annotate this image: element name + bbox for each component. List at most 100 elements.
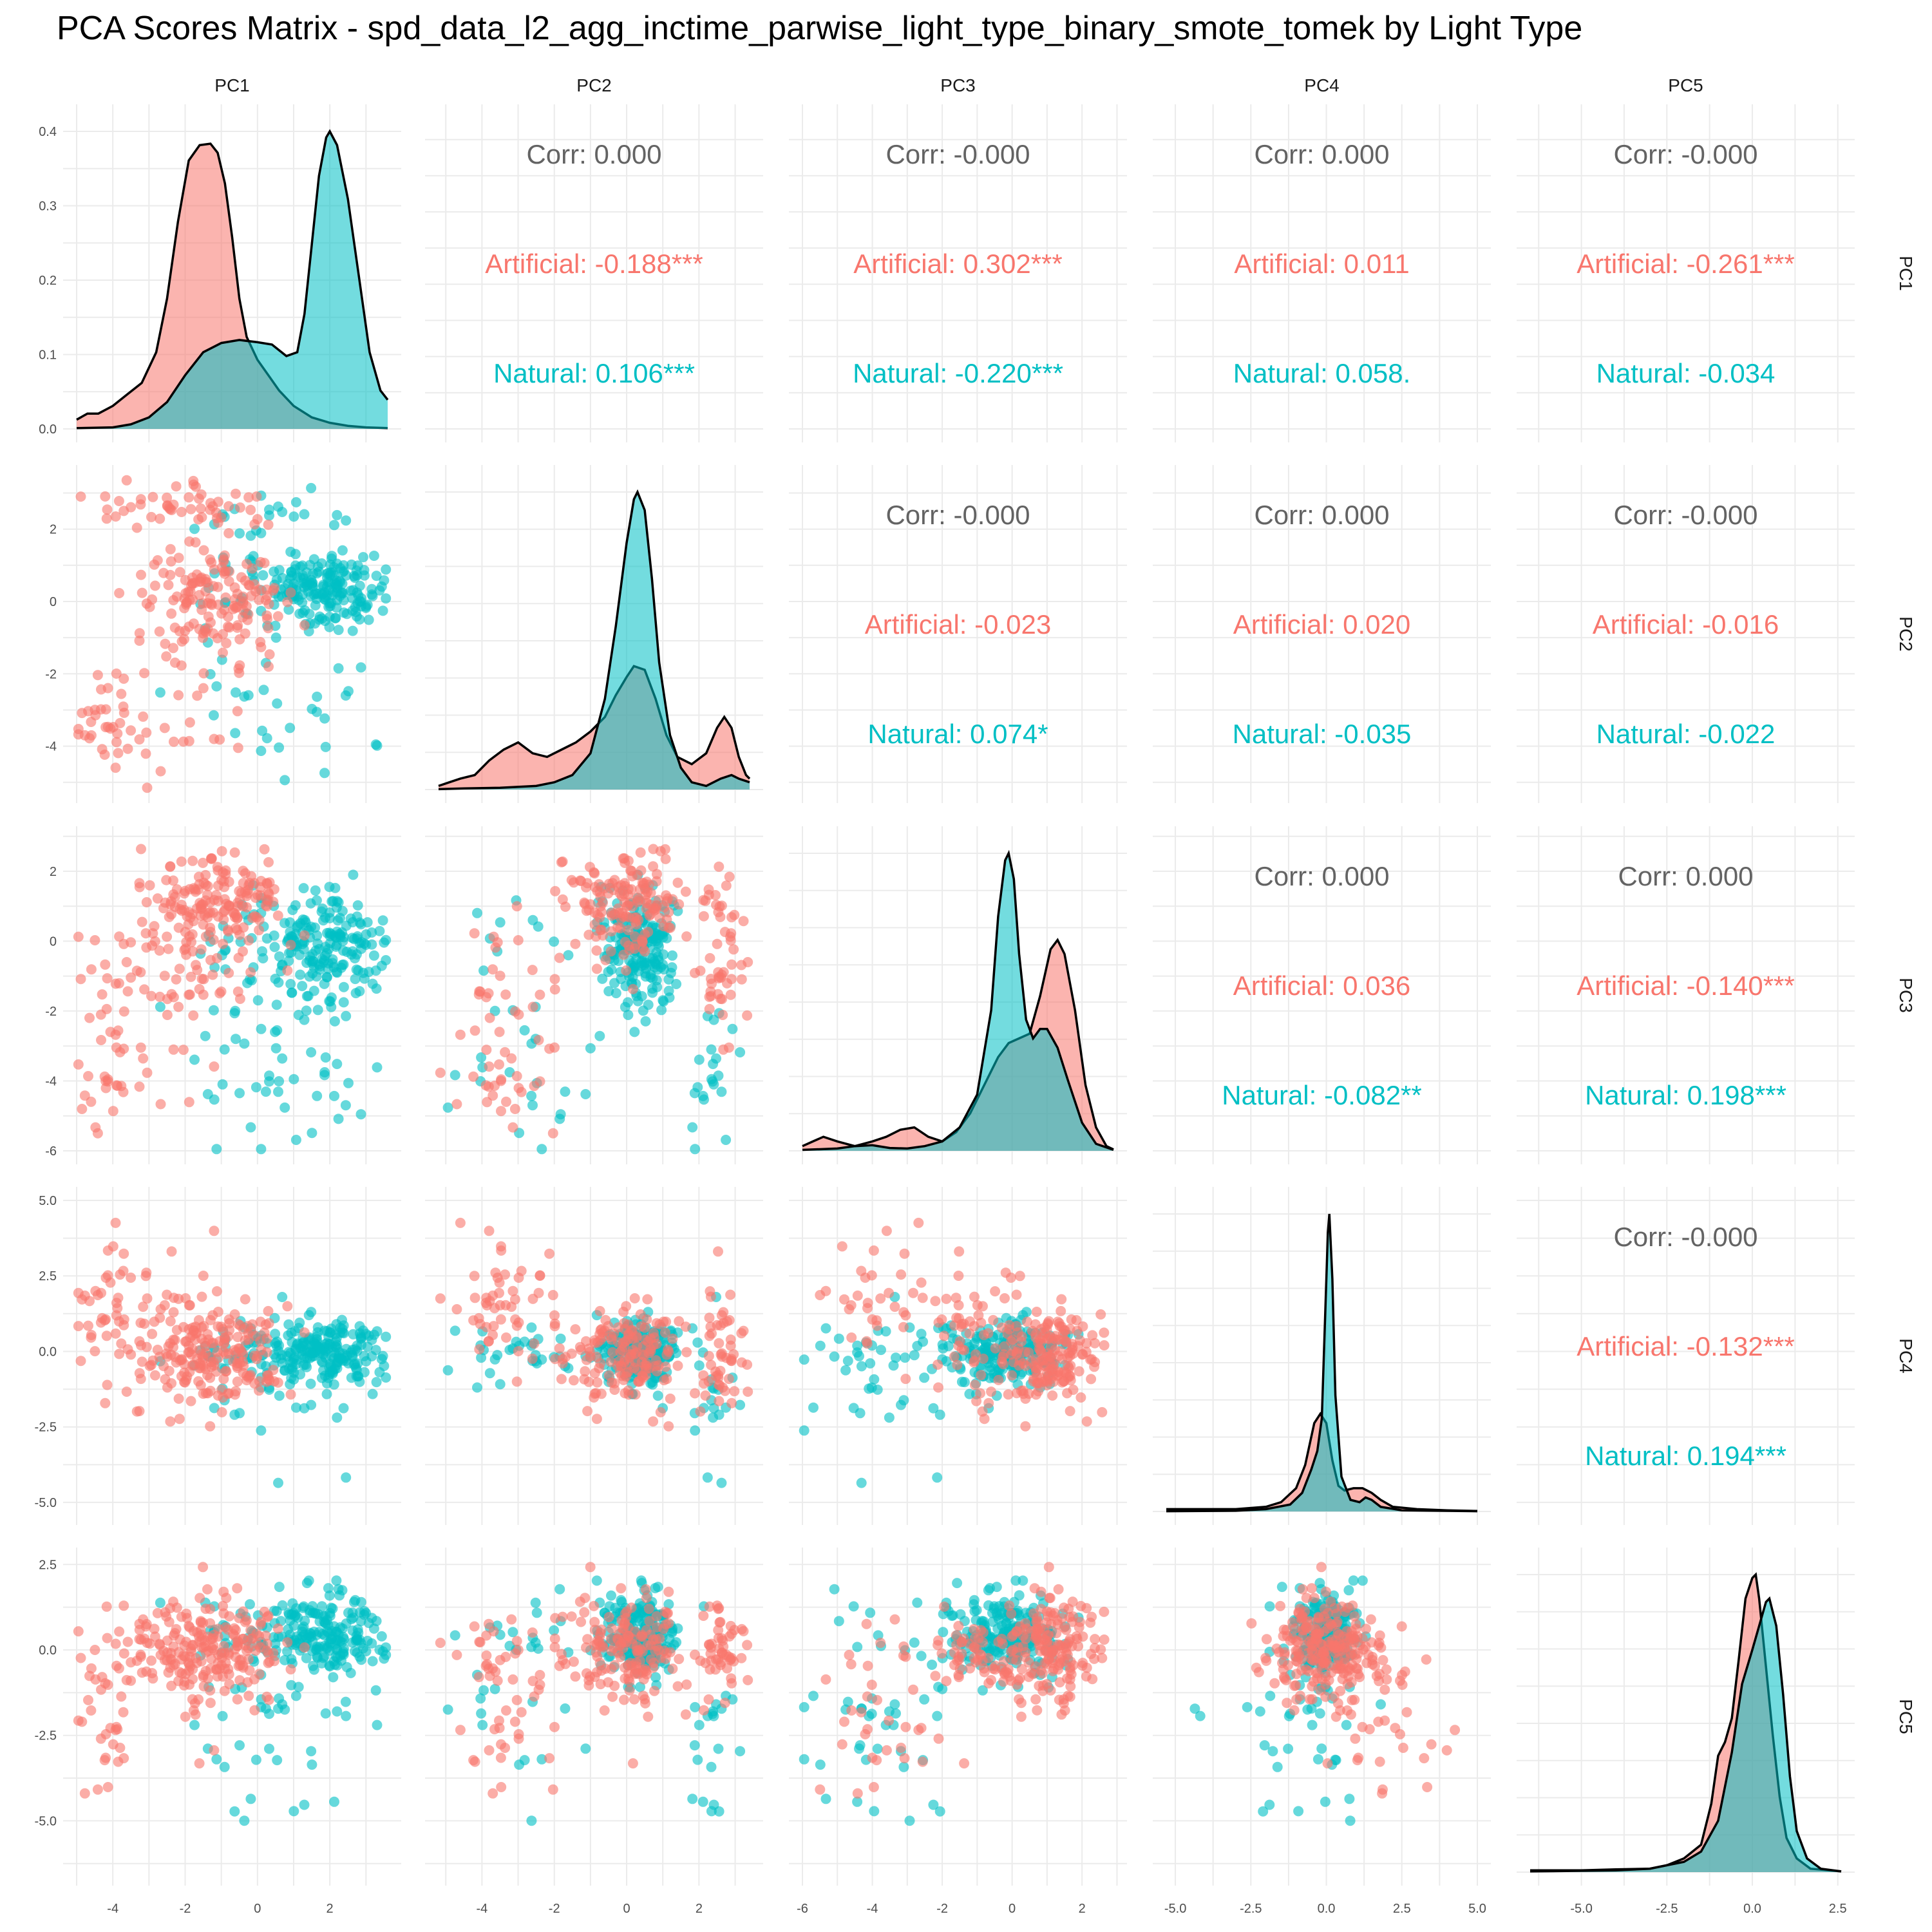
scatter-point-natural [663, 985, 674, 996]
scatter-point-artificial [698, 1611, 709, 1621]
scatter-point-artificial [240, 575, 251, 586]
scatter-point-natural [294, 609, 305, 619]
scatter-point-artificial [166, 608, 177, 619]
scatter-point-artificial [839, 1294, 849, 1305]
scatter-point-artificial [168, 992, 179, 1003]
scatter-point-natural [332, 1706, 343, 1717]
corr-artificial-text: Artificial: 0.011 [1234, 249, 1409, 279]
scatter-point-natural [297, 560, 308, 571]
scatter-point-natural [329, 1347, 339, 1358]
scatter-point-artificial [527, 965, 538, 976]
scatter-point-natural [616, 1596, 627, 1607]
scatter-point-artificial [511, 1694, 522, 1705]
scatter-point-artificial [116, 1691, 127, 1702]
scatter-point-artificial [164, 911, 175, 922]
scatter-point-artificial [726, 1678, 737, 1689]
scatter-point-natural [340, 1356, 351, 1367]
scatter-point-artificial [867, 1314, 878, 1325]
scatter-point-artificial [102, 504, 113, 515]
scatter-point-artificial [700, 1390, 711, 1401]
scatter-point-natural [864, 1383, 875, 1394]
scatter-point-natural [477, 1719, 488, 1730]
scatter-point-natural [353, 965, 364, 976]
scatter-point-artificial [1051, 1628, 1062, 1638]
scatter-point-natural [298, 883, 309, 894]
scatter-point-artificial [690, 1388, 700, 1399]
scatter-point-artificial [138, 1053, 149, 1064]
scatter-point-artificial [605, 1633, 616, 1644]
scatter-point-natural [252, 995, 263, 1006]
scatter-point-artificial [1033, 1386, 1044, 1397]
scatter-point-artificial [501, 1705, 511, 1716]
scatter-point-natural [609, 955, 620, 966]
scatter-point-artificial [681, 1347, 692, 1358]
scatter-point-artificial [951, 1293, 961, 1303]
scatter-point-natural [332, 594, 343, 605]
scatter-point-artificial [846, 1332, 857, 1343]
scatter-point-natural [1018, 1575, 1028, 1586]
scatter-point-natural [273, 1631, 284, 1642]
scatter-point-natural [969, 1599, 980, 1610]
scatter-point-artificial [299, 1327, 310, 1338]
scatter-point-artificial [743, 1387, 753, 1397]
scatter-point-artificial [1041, 1380, 1052, 1390]
scatter-point-artificial [655, 1406, 666, 1417]
scatter-point-natural [354, 917, 365, 928]
scatter-point-artificial [635, 1309, 646, 1320]
scatter-point-artificial [146, 511, 156, 522]
scatter-point-artificial [92, 1290, 103, 1300]
scatter-point-artificial [501, 1096, 511, 1107]
scatter-point-artificial [736, 1653, 747, 1663]
scatter-point-natural [799, 1425, 810, 1436]
scatter-point-natural [289, 1074, 299, 1084]
scatter-point-artificial [632, 1365, 643, 1376]
scatter-point-artificial [223, 1649, 234, 1660]
scatter-point-artificial [261, 1645, 272, 1656]
scatter-point-artificial [184, 536, 195, 547]
scatter-point-natural [526, 1322, 537, 1333]
scatter-point-natural [353, 1371, 364, 1382]
scatter-point-artificial [852, 1290, 863, 1301]
scatter-point-artificial [193, 1694, 204, 1705]
scatter-point-artificial [207, 1310, 218, 1321]
scatter-point-artificial [155, 1304, 166, 1314]
scatter-point-natural [325, 929, 336, 940]
scatter-point-artificial [165, 1416, 176, 1427]
scatter-point-artificial [589, 1368, 600, 1379]
scatter-point-artificial [680, 1709, 691, 1720]
scatter-point-artificial [195, 503, 206, 514]
scatter-point-natural [331, 1575, 342, 1586]
scatter-point-natural [319, 1070, 330, 1081]
scatter-point-artificial [231, 1625, 241, 1636]
scatter-point-natural [919, 1372, 930, 1383]
scatter-point-natural [239, 1815, 250, 1826]
scatter-point-artificial [933, 1359, 943, 1370]
scatter-point-natural [368, 950, 379, 961]
scatter-point-natural [277, 1292, 288, 1302]
scatter-point-artificial [581, 1642, 591, 1653]
scatter-point-artificial [168, 643, 178, 654]
scatter-point-artificial [234, 502, 245, 513]
scatter-point-artificial [126, 725, 137, 736]
scatter-point-artificial [118, 1043, 129, 1054]
scatter-point-artificial [516, 1265, 527, 1276]
scatter-point-artificial [451, 1649, 462, 1660]
scatter-point-natural [376, 1631, 387, 1642]
scatter-point-artificial [544, 1043, 555, 1054]
scatter-point-artificial [468, 1071, 479, 1082]
scatter-point-artificial [643, 1711, 654, 1722]
scatter-point-natural [507, 1627, 518, 1638]
scatter-point-artificial [898, 1321, 909, 1332]
scatter-point-artificial [118, 1248, 129, 1259]
scatter-point-artificial [208, 581, 219, 592]
scatter-point-artificial [889, 1302, 900, 1312]
scatter-point-natural [852, 1347, 863, 1358]
scatter-point-artificial [285, 940, 296, 951]
scatter-point-artificial [142, 1293, 153, 1304]
scatter-point-artificial [152, 555, 163, 565]
scatter-point-natural [898, 1395, 909, 1406]
scatter-point-natural [865, 1358, 876, 1368]
scatter-point-artificial [223, 501, 234, 512]
scatter-point-artificial [136, 569, 146, 580]
scatter-point-artificial [214, 988, 225, 999]
